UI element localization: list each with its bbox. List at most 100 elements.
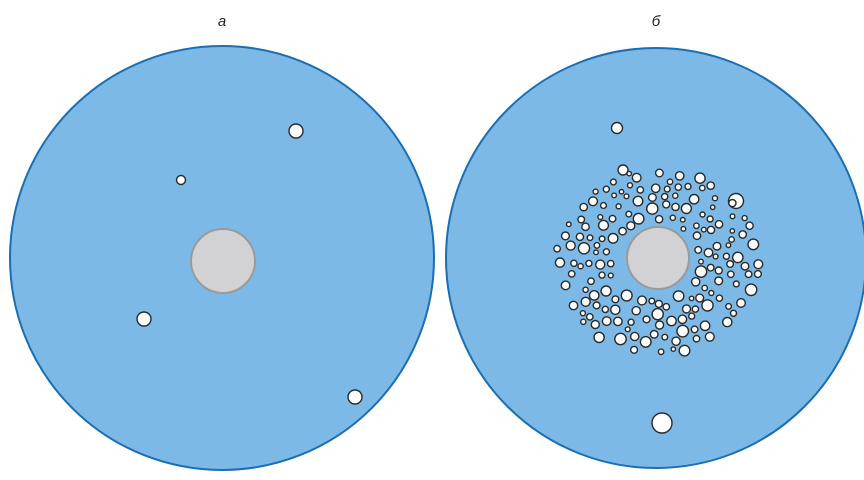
colony [725, 242, 732, 249]
colony [699, 211, 706, 218]
colony [684, 182, 692, 191]
colony [577, 215, 586, 224]
colony [610, 121, 624, 135]
colony [688, 193, 700, 205]
colony [654, 214, 664, 224]
colony [688, 295, 695, 302]
colony [624, 326, 631, 333]
colony [632, 212, 645, 225]
colony [706, 181, 716, 191]
colony [617, 164, 629, 176]
colony [654, 299, 663, 309]
colony [740, 261, 750, 271]
colony [660, 192, 669, 201]
colony [709, 204, 716, 211]
colony [629, 331, 640, 342]
colony [676, 324, 690, 338]
colony [698, 184, 706, 192]
colony [581, 222, 590, 232]
colony [708, 289, 715, 297]
colony [588, 289, 600, 301]
colony [567, 269, 576, 278]
colony [690, 276, 701, 287]
colony [714, 219, 724, 229]
colony [580, 296, 591, 307]
colony [580, 318, 587, 326]
colony [592, 188, 599, 195]
colony [722, 252, 731, 260]
colony [602, 248, 611, 256]
colony [593, 241, 601, 249]
colony [615, 203, 622, 210]
colony [590, 319, 600, 330]
colony [714, 266, 723, 275]
colony [570, 259, 578, 268]
colony [618, 188, 625, 195]
colony [648, 297, 656, 305]
colony [729, 213, 736, 220]
colony [610, 304, 621, 316]
colony [579, 310, 587, 317]
colony [753, 269, 763, 279]
colony [647, 192, 657, 202]
colony [607, 232, 619, 244]
colony [651, 412, 673, 434]
colony [565, 221, 572, 228]
center-disk-b [626, 226, 690, 290]
colony [666, 178, 674, 186]
colony [671, 202, 680, 212]
colony [620, 289, 633, 302]
colony [732, 280, 740, 288]
colony [747, 238, 760, 251]
colony [585, 312, 594, 321]
colony [554, 257, 566, 268]
colony [712, 241, 722, 251]
panel-b-label: б [652, 13, 661, 30]
colony [729, 309, 738, 317]
colony [706, 225, 716, 235]
colony [642, 315, 651, 324]
panel-a: а [9, 13, 435, 471]
colony [663, 185, 671, 193]
colony [636, 185, 645, 194]
colony [669, 214, 677, 222]
colony [706, 215, 714, 223]
colony [745, 221, 754, 230]
colony [598, 271, 606, 279]
colony [738, 230, 748, 239]
colony [646, 202, 659, 215]
colony [629, 345, 639, 354]
colony [729, 227, 736, 234]
colony [691, 305, 700, 313]
panel-b: б [445, 13, 864, 469]
colony [625, 210, 633, 218]
colony [601, 305, 610, 314]
colony [672, 192, 679, 199]
colony [698, 258, 705, 265]
colony [654, 320, 665, 330]
colony [670, 346, 677, 352]
colony [726, 270, 735, 279]
colony [703, 247, 714, 258]
colony [753, 259, 764, 270]
colony [626, 182, 634, 189]
colony [631, 305, 642, 316]
colony [586, 234, 594, 242]
colony [614, 332, 627, 346]
colony [744, 283, 758, 297]
colony [649, 329, 659, 339]
colony [631, 172, 642, 183]
colony [674, 183, 683, 192]
colony [690, 325, 699, 334]
colony [632, 195, 644, 207]
colony [672, 290, 685, 302]
colony [600, 285, 612, 297]
colony [599, 201, 608, 210]
colony [671, 336, 681, 347]
colony [706, 263, 715, 272]
colony [618, 226, 627, 236]
colony [679, 216, 686, 223]
colony [626, 221, 636, 231]
colony [661, 333, 669, 341]
